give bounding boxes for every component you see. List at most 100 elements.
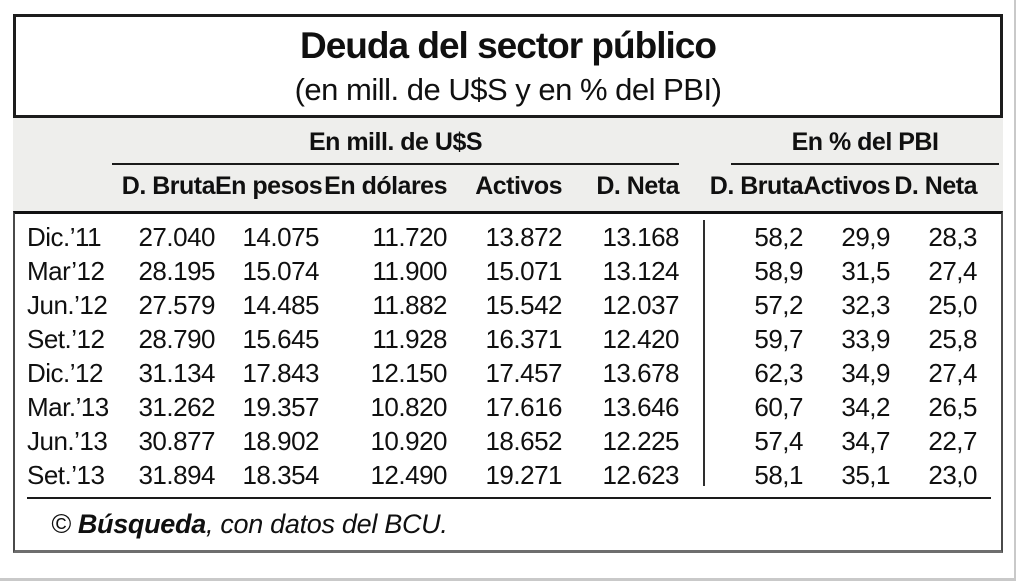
group-gap: [679, 127, 705, 165]
cell-en-pesos: 17.843: [242, 358, 319, 388]
cell-activos-pbi: 34,2: [841, 392, 890, 422]
cell-en-pesos: 15.074: [242, 256, 319, 286]
row-label: Dic.’12: [27, 358, 103, 388]
column-gap: [679, 356, 705, 390]
table-row: Mar.’13 31.262 19.357 10.820 17.616 13.6…: [15, 390, 1001, 424]
table-header-band: En mill. de U$S En % del PBI D. Bruta En…: [13, 118, 1003, 211]
figure-title-box: Deuda del sector público (en mill. de U$…: [13, 14, 1003, 118]
row-label: Set.’12: [27, 324, 105, 354]
col-header-d-neta-pbi: D. Neta: [894, 172, 977, 200]
cell-activos-mill: 15.542: [485, 290, 562, 320]
col-header-activos-pbi: Activos: [803, 172, 890, 200]
cell-d-neta-pbi: 25,0: [928, 290, 977, 320]
cell-en-dolares: 11.882: [372, 290, 447, 320]
cell-en-dolares: 10.820: [370, 392, 447, 422]
table-row: Set.’12 28.790 15.645 11.928 16.371 12.4…: [15, 322, 1001, 356]
cell-d-neta-pbi: 26,5: [928, 392, 977, 422]
cell-d-bruta-pbi: 58,1: [754, 460, 803, 490]
cell-activos-mill: 19.271: [485, 460, 562, 490]
col-header-d-bruta-pbi: D. Bruta: [709, 172, 804, 200]
cell-d-bruta-mill: 27.040: [138, 222, 215, 252]
cell-d-neta-mill: 13.678: [602, 358, 679, 388]
cell-d-neta-mill: 13.124: [602, 256, 679, 286]
row-label: Jun.’13: [27, 426, 108, 456]
column-gap: [679, 165, 705, 207]
cell-activos-mill: 17.616: [485, 392, 562, 422]
col-header-d-bruta-mill: D. Bruta: [121, 172, 216, 200]
cell-d-neta-pbi: 22,7: [928, 426, 977, 456]
col-header-en-dolares: En dólares: [324, 172, 447, 200]
column-gap: [679, 390, 705, 424]
column-gap: [679, 288, 705, 322]
cell-activos-pbi: 34,9: [841, 358, 890, 388]
group-header-pbi: En % del PBI: [731, 127, 999, 165]
row-label: Mar’12: [27, 256, 105, 286]
cell-d-bruta-mill: 30.877: [138, 426, 215, 456]
cell-en-pesos: 18.902: [242, 426, 319, 456]
cell-d-neta-pbi: 25,8: [928, 324, 977, 354]
cell-en-dolares: 11.900: [372, 256, 447, 286]
cell-d-bruta-pbi: 60,7: [754, 392, 803, 422]
cell-en-pesos: 19.357: [242, 392, 319, 422]
cell-d-bruta-mill: 27.579: [138, 290, 215, 320]
cell-en-pesos: 18.354: [242, 460, 319, 490]
cell-d-neta-mill: 12.623: [602, 460, 679, 490]
cell-en-dolares: 12.150: [370, 358, 447, 388]
cell-activos-pbi: 34,7: [841, 426, 890, 456]
cell-d-bruta-pbi: 58,2: [754, 222, 803, 252]
table-row: Jun.’12 27.579 14.485 11.882 15.542 12.0…: [15, 288, 1001, 322]
cell-d-bruta-pbi: 59,7: [754, 324, 803, 354]
col-header-d-neta-mill: D. Neta: [596, 172, 679, 200]
cell-en-pesos: 14.075: [242, 222, 319, 252]
table-row: Dic.’12 31.134 17.843 12.150 17.457 13.6…: [15, 356, 1001, 390]
cell-activos-mill: 16.371: [485, 324, 562, 354]
row-label: Mar.’13: [27, 392, 109, 422]
column-gap: [679, 424, 705, 458]
source-note: , con datos del BCU.: [205, 509, 448, 539]
cell-activos-mill: 17.457: [485, 358, 562, 388]
copyright-symbol: ©: [51, 509, 71, 539]
cell-d-neta-mill: 13.168: [602, 222, 679, 252]
table-row: Set.’13 31.894 18.354 12.490 19.271 12.6…: [15, 458, 1001, 492]
column-gap: [679, 458, 705, 492]
group-header-row: En mill. de U$S En % del PBI: [15, 127, 1003, 165]
col-header-en-pesos: En pesos: [215, 172, 323, 200]
row-label: Jun.’12: [27, 290, 108, 320]
cell-activos-pbi: 35,1: [841, 460, 890, 490]
column-gap: [679, 220, 705, 254]
source-name: Búsqueda: [77, 509, 206, 539]
cell-d-neta-mill: 13.646: [602, 392, 679, 422]
cell-d-neta-mill: 12.420: [602, 324, 679, 354]
cell-d-bruta-mill: 31.262: [138, 392, 215, 422]
cell-en-dolares: 12.490: [370, 460, 447, 490]
cell-d-neta-pbi: 28,3: [928, 222, 977, 252]
cell-d-bruta-mill: 28.195: [138, 256, 215, 286]
cell-d-neta-mill: 12.037: [602, 290, 679, 320]
column-gap: [679, 254, 705, 288]
cell-en-pesos: 15.645: [242, 324, 319, 354]
cell-en-dolares: 11.720: [372, 222, 447, 252]
col-header-activos-mill: Activos: [475, 172, 562, 200]
cell-d-bruta-pbi: 57,4: [754, 426, 803, 456]
table-row: Dic.’11 27.040 14.075 11.720 13.872 13.1…: [15, 220, 1001, 254]
group-header-mill: En mill. de U$S: [112, 127, 679, 165]
figure-title: Deuda del sector público: [300, 25, 717, 66]
cell-en-pesos: 14.485: [242, 290, 319, 320]
cell-activos-pbi: 32,3: [841, 290, 890, 320]
column-gap: [679, 322, 705, 356]
cell-d-bruta-pbi: 57,2: [754, 290, 803, 320]
footer-divider-line: [27, 497, 991, 499]
cell-activos-mill: 15.071: [485, 256, 562, 286]
cell-d-neta-pbi: 23,0: [928, 460, 977, 490]
cell-en-dolares: 10.920: [370, 426, 447, 456]
cell-d-bruta-mill: 31.134: [138, 358, 215, 388]
table-body: Dic.’11 27.040 14.075 11.720 13.872 13.1…: [13, 211, 1003, 553]
source-credit: © Búsqueda, con datos del BCU.: [15, 499, 1001, 541]
cell-en-dolares: 11.928: [372, 324, 447, 354]
cell-activos-pbi: 31,5: [841, 256, 890, 286]
corner-spacer: [15, 127, 112, 165]
cell-d-neta-mill: 12.225: [602, 426, 679, 456]
cell-d-bruta-pbi: 62,3: [754, 358, 803, 388]
row-label-header-spacer: [15, 165, 112, 207]
table-row: Jun.’13 30.877 18.902 10.920 18.652 12.2…: [15, 424, 1001, 458]
